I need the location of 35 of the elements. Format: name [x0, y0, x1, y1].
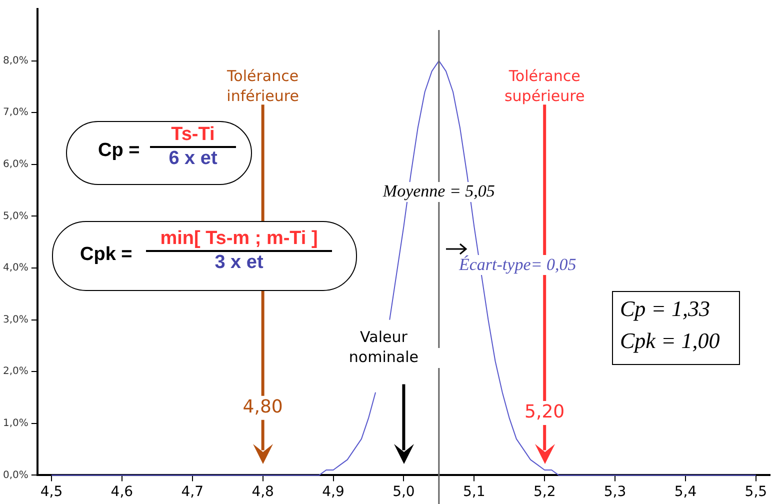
x-tick-label: 5,3 — [604, 484, 626, 500]
y-tick-label: 2,0% — [3, 366, 28, 378]
x-tick-label: 4,5 — [40, 484, 63, 500]
annotation: Cp = 1,33 — [620, 296, 710, 322]
x-tick-label: 4,9 — [322, 484, 344, 500]
y-tick-label: 3,0% — [3, 314, 28, 326]
x-tick-label: 5,0 — [392, 484, 415, 500]
y-tick-label: 6,0% — [3, 158, 28, 170]
y-tick-label: 1,0% — [3, 418, 28, 429]
y-tick-label: 8,0% — [3, 55, 28, 66]
annotation: 6 x et — [168, 148, 218, 170]
x-tick-label: 5,1 — [463, 484, 486, 500]
annotation: Cp = — [98, 140, 140, 162]
annotation: min[ Ts-m ; m-Ti ] — [146, 228, 332, 252]
y-tick-label: 5,0% — [3, 210, 28, 222]
x-tick-label: 4,6 — [110, 484, 134, 500]
ref-line-label: Tolérance inférieure — [226, 66, 299, 105]
ref-line-label: Tolérance supérieure — [504, 66, 585, 105]
annotation: Ts-Ti — [150, 124, 236, 148]
ref-line-label: Valeur nominale — [348, 328, 418, 366]
y-tick-label: 0,0% — [3, 470, 28, 481]
annotation: Cpk = 1,00 — [620, 328, 720, 354]
ref-line-label: Moyenne = 5,05 — [382, 181, 495, 200]
annotation: 5,20 — [524, 402, 565, 423]
x-tick-label: 5,5 — [744, 484, 768, 500]
annotation: Écart-type= 0,05 — [457, 255, 578, 275]
x-tick-label: 5,2 — [533, 484, 556, 500]
x-tick-label: 5,4 — [674, 484, 697, 500]
annotation: 4,80 — [242, 396, 283, 418]
x-tick-label: 4,8 — [252, 484, 274, 500]
y-tick-label: 4,0% — [3, 262, 28, 274]
x-tick-label: 4,7 — [181, 484, 204, 500]
y-tick-label: 7,0% — [3, 107, 28, 118]
annotation: 3 x et — [214, 252, 264, 274]
annotation: Cpk = — [80, 244, 132, 266]
